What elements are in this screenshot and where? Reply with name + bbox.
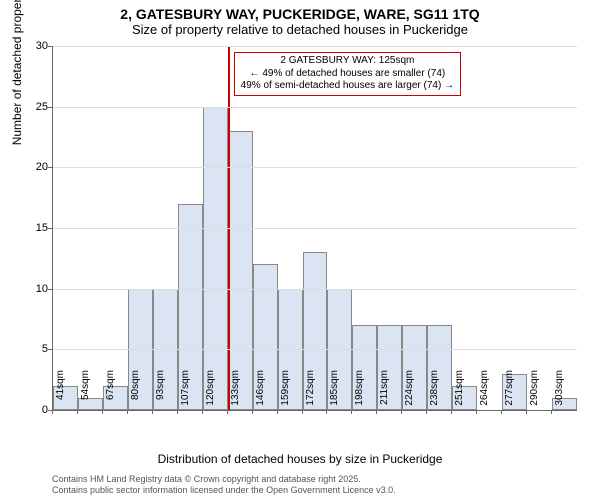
x-tick-mark <box>102 410 103 414</box>
x-tick-label: 251sqm <box>454 370 465 414</box>
x-tick-mark <box>376 410 377 414</box>
y-tick-mark <box>48 107 52 108</box>
x-tick-mark <box>177 410 178 414</box>
bar <box>203 107 228 410</box>
x-tick-label: 41sqm <box>55 370 66 414</box>
x-tick-label: 198sqm <box>354 370 365 414</box>
x-tick-label: 303sqm <box>554 370 565 414</box>
x-tick-mark <box>302 410 303 414</box>
x-tick-mark <box>451 410 452 414</box>
y-axis-label: Number of detached properties <box>10 0 24 145</box>
x-tick-label: 264sqm <box>479 370 490 414</box>
x-tick-label: 211sqm <box>379 370 390 414</box>
y-tick-label: 5 <box>24 343 48 355</box>
y-tick-label: 10 <box>24 283 48 295</box>
y-tick-mark <box>48 289 52 290</box>
x-tick-mark <box>227 410 228 414</box>
y-tick-label: 0 <box>24 404 48 416</box>
x-axis-label: Distribution of detached houses by size … <box>0 452 600 466</box>
grid-line <box>53 107 577 108</box>
x-tick-mark <box>202 410 203 414</box>
x-tick-label: 146sqm <box>255 370 266 414</box>
y-tick-label: 20 <box>24 161 48 173</box>
x-tick-label: 172sqm <box>305 370 316 414</box>
y-tick-mark <box>48 349 52 350</box>
grid-line <box>53 46 577 47</box>
annotation-line-1: 2 GATESBURY WAY: 125sqm <box>241 55 454 68</box>
x-tick-mark <box>127 410 128 414</box>
y-tick-label: 25 <box>24 101 48 113</box>
x-tick-mark <box>476 410 477 414</box>
chart-subtitle: Size of property relative to detached ho… <box>0 22 600 41</box>
grid-line <box>53 289 577 290</box>
annotation-line-2: ← 49% of detached houses are smaller (74… <box>241 68 454 81</box>
footer-line-1: Contains HM Land Registry data © Crown c… <box>52 474 396 485</box>
x-tick-label: 185sqm <box>329 370 340 414</box>
x-tick-mark <box>152 410 153 414</box>
chart-container: 2, GATESBURY WAY, PUCKERIDGE, WARE, SG11… <box>0 0 600 500</box>
y-tick-label: 30 <box>24 40 48 52</box>
x-tick-mark <box>52 410 53 414</box>
x-tick-mark <box>77 410 78 414</box>
y-tick-mark <box>48 46 52 47</box>
x-tick-label: 93sqm <box>155 370 166 414</box>
annotation-box: 2 GATESBURY WAY: 125sqm ← 49% of detache… <box>234 52 461 96</box>
x-tick-label: 67sqm <box>105 370 116 414</box>
y-tick-mark <box>48 228 52 229</box>
x-tick-mark <box>252 410 253 414</box>
y-tick-mark <box>48 167 52 168</box>
annotation-line-3: 49% of semi-detached houses are larger (… <box>241 80 454 93</box>
x-tick-mark <box>426 410 427 414</box>
x-tick-mark <box>501 410 502 414</box>
grid-line <box>53 228 577 229</box>
x-tick-label: 159sqm <box>280 370 291 414</box>
y-tick-label: 15 <box>24 222 48 234</box>
x-tick-label: 54sqm <box>80 370 91 414</box>
x-tick-label: 133sqm <box>230 370 241 414</box>
x-tick-label: 290sqm <box>529 370 540 414</box>
x-tick-label: 120sqm <box>205 370 216 414</box>
x-tick-mark <box>551 410 552 414</box>
bar <box>228 131 253 410</box>
footer-line-2: Contains public sector information licen… <box>52 485 396 496</box>
x-tick-label: 224sqm <box>404 370 415 414</box>
x-tick-label: 107sqm <box>180 370 191 414</box>
x-tick-mark <box>401 410 402 414</box>
x-tick-mark <box>526 410 527 414</box>
chart-title: 2, GATESBURY WAY, PUCKERIDGE, WARE, SG11… <box>0 0 600 22</box>
x-tick-label: 238sqm <box>429 370 440 414</box>
x-tick-mark <box>326 410 327 414</box>
grid-line <box>53 167 577 168</box>
footer: Contains HM Land Registry data © Crown c… <box>52 474 396 496</box>
x-tick-label: 277sqm <box>504 370 515 414</box>
x-tick-mark <box>351 410 352 414</box>
plot-area: 2 GATESBURY WAY: 125sqm ← 49% of detache… <box>52 46 577 411</box>
x-tick-mark <box>277 410 278 414</box>
x-tick-label: 80sqm <box>130 370 141 414</box>
grid-line <box>53 349 577 350</box>
